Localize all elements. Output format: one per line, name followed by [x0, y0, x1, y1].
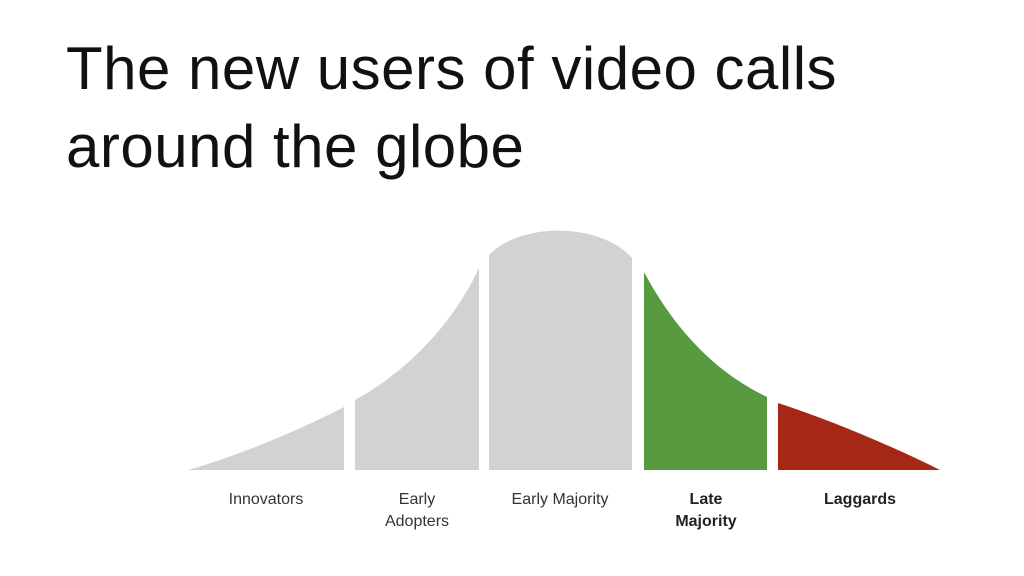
segment-innovators — [188, 407, 344, 470]
label-laggards: Laggards — [824, 489, 896, 511]
label-late-majority: Late Majority — [675, 489, 736, 533]
label-laggards-line-1: Laggards — [823, 491, 897, 508]
label-late-majority-line-2: Majority — [675, 513, 737, 530]
segment-laggards — [778, 403, 940, 470]
label-early-adopters: Early Adopters — [385, 489, 449, 533]
label-early-adopters-line-2: Adopters — [384, 513, 450, 530]
label-innovators-line-1: Innovators — [228, 491, 304, 508]
page-title: The new users of video calls around the … — [66, 35, 838, 180]
segment-early-majority — [489, 230, 632, 470]
segment-late-majority — [644, 272, 767, 470]
label-late-majority-line-1: Late — [689, 491, 723, 508]
label-innovators: Innovators — [229, 489, 304, 511]
segment-early-adopters — [355, 268, 479, 470]
label-early-majority: Early Majority — [512, 489, 609, 511]
label-early-adopters-line-1: Early — [398, 491, 436, 508]
label-early-majority-line-1: Early Majority — [511, 491, 609, 508]
